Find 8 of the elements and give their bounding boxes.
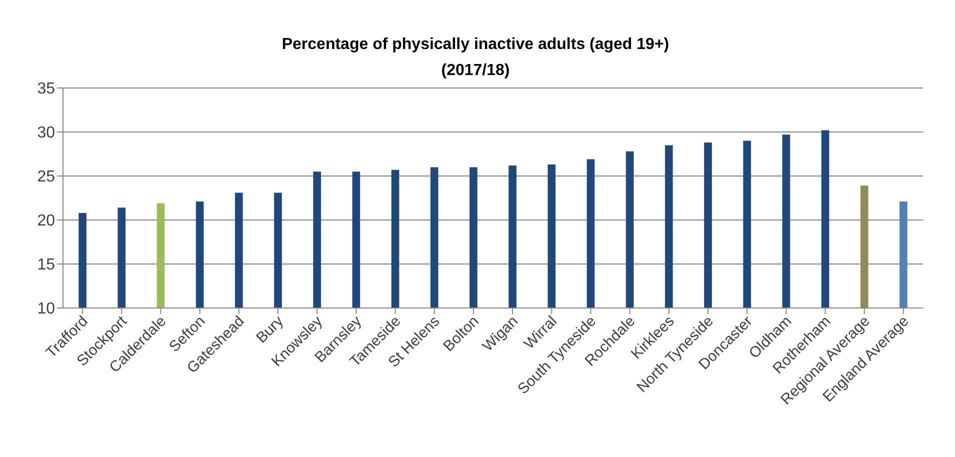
y-tick-label: 30 [37, 124, 56, 142]
y-tick-label: 15 [37, 256, 56, 274]
y-tick-label: 10 [37, 300, 56, 318]
y-tick-label: 25 [37, 168, 56, 186]
y-tick-label: 35 [37, 80, 56, 98]
chart-subtitle: (2017/18) [441, 62, 510, 79]
chart-title: Percentage of physically inactive adults (aged 19+) [280, 35, 670, 55]
y-tick-label: 20 [37, 212, 56, 230]
